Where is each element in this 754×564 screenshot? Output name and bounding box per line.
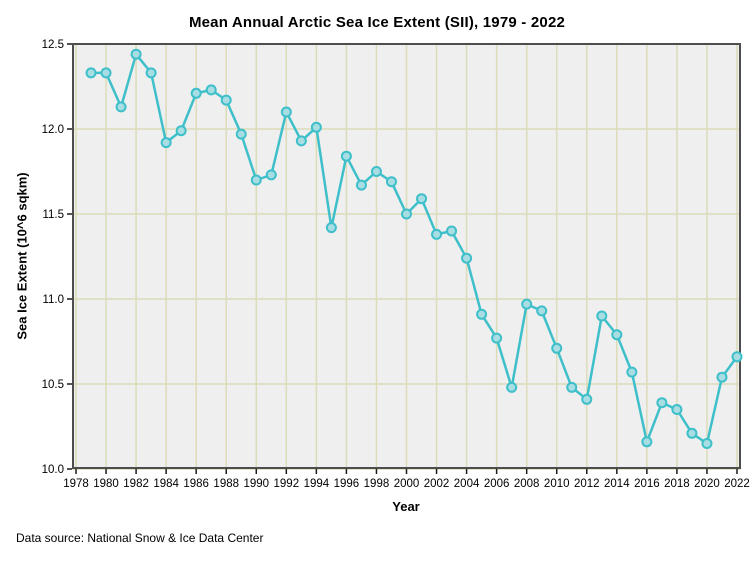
x-tick-label: 2004 <box>454 478 480 490</box>
data-point-2013 <box>596 310 608 322</box>
y-tick-label: 12.5 <box>42 39 64 51</box>
x-tick-label: 1988 <box>213 478 239 490</box>
data-point-2011 <box>566 381 578 393</box>
data-point-1997 <box>355 179 367 191</box>
x-tick-label: 2018 <box>664 478 690 490</box>
data-point-2019 <box>686 427 698 439</box>
x-tick-label: 1994 <box>304 478 330 490</box>
data-point-1986 <box>190 87 202 99</box>
data-point-1994 <box>310 121 322 133</box>
data-point-1995 <box>325 222 337 234</box>
data-point-2006 <box>491 332 503 344</box>
data-point-2008 <box>521 298 533 310</box>
data-point-1989 <box>235 128 247 140</box>
data-point-1992 <box>280 106 292 118</box>
data-point-1981 <box>115 101 127 113</box>
y-tick-label: 12.0 <box>42 124 64 136</box>
data-point-1987 <box>205 84 217 96</box>
data-point-2003 <box>446 225 458 237</box>
x-tick-label: 2020 <box>694 478 720 490</box>
data-point-1984 <box>160 137 172 149</box>
x-tick-label: 2008 <box>514 478 540 490</box>
data-point-2000 <box>401 208 412 220</box>
x-tick-label: 1980 <box>93 478 119 490</box>
x-tick-label: 2016 <box>634 478 660 490</box>
data-point-2016 <box>641 436 653 448</box>
data-point-1979 <box>85 67 97 79</box>
data-point-2014 <box>611 329 623 341</box>
data-point-1982 <box>130 48 142 60</box>
data-point-1996 <box>340 150 352 162</box>
data-point-1980 <box>100 67 112 79</box>
data-source-note: Data source: National Snow & Ice Data Ce… <box>16 531 264 545</box>
data-point-2017 <box>656 397 668 409</box>
x-tick-label: 2006 <box>484 478 510 490</box>
x-tick-label: 1996 <box>334 478 360 490</box>
data-point-2015 <box>626 366 638 378</box>
data-point-1983 <box>145 67 157 79</box>
x-tick-label: 2010 <box>544 478 570 490</box>
y-tick-label: 10.5 <box>42 379 64 391</box>
data-point-1990 <box>250 174 262 186</box>
chart-title: Mean Annual Arctic Sea Ice Extent (SII),… <box>188 14 566 31</box>
x-tick-label: 1978 <box>63 478 89 490</box>
data-point-1999 <box>385 176 397 188</box>
x-tick-label: 2002 <box>424 478 450 490</box>
data-point-2012 <box>581 393 593 405</box>
x-tick-label: 1982 <box>123 478 149 490</box>
data-point-2009 <box>536 305 548 317</box>
data-point-1985 <box>175 125 187 137</box>
x-tick-label: 1992 <box>274 478 300 490</box>
x-tick-label: 2000 <box>394 478 420 490</box>
data-point-2002 <box>431 228 443 240</box>
x-tick-label: 1990 <box>243 478 269 490</box>
y-tick-label: 11.0 <box>42 294 64 306</box>
y-tick-label: 11.5 <box>42 209 64 221</box>
data-point-2021 <box>716 371 728 383</box>
y-tick-label: 10.0 <box>42 464 64 476</box>
data-point-2010 <box>551 342 563 354</box>
data-point-2022 <box>731 351 743 363</box>
data-point-2018 <box>671 404 683 415</box>
data-point-2005 <box>476 308 488 320</box>
data-point-1998 <box>370 166 382 177</box>
data-point-2004 <box>461 252 473 264</box>
data-point-1991 <box>265 169 277 181</box>
plot-frame <box>72 43 741 469</box>
data-point-2001 <box>416 193 428 205</box>
x-tick-label: 2012 <box>574 478 600 490</box>
x-tick-label: 1986 <box>183 478 209 490</box>
data-point-1993 <box>295 135 307 147</box>
x-axis-label: Year <box>392 499 420 514</box>
x-tick-label: 1984 <box>153 478 179 490</box>
x-tick-label: 2022 <box>724 478 750 490</box>
data-point-1988 <box>220 94 232 106</box>
data-point-2007 <box>506 381 518 393</box>
x-tick-label: 2014 <box>604 478 630 490</box>
x-tick-label: 1998 <box>364 478 390 490</box>
data-point-2020 <box>701 438 713 449</box>
